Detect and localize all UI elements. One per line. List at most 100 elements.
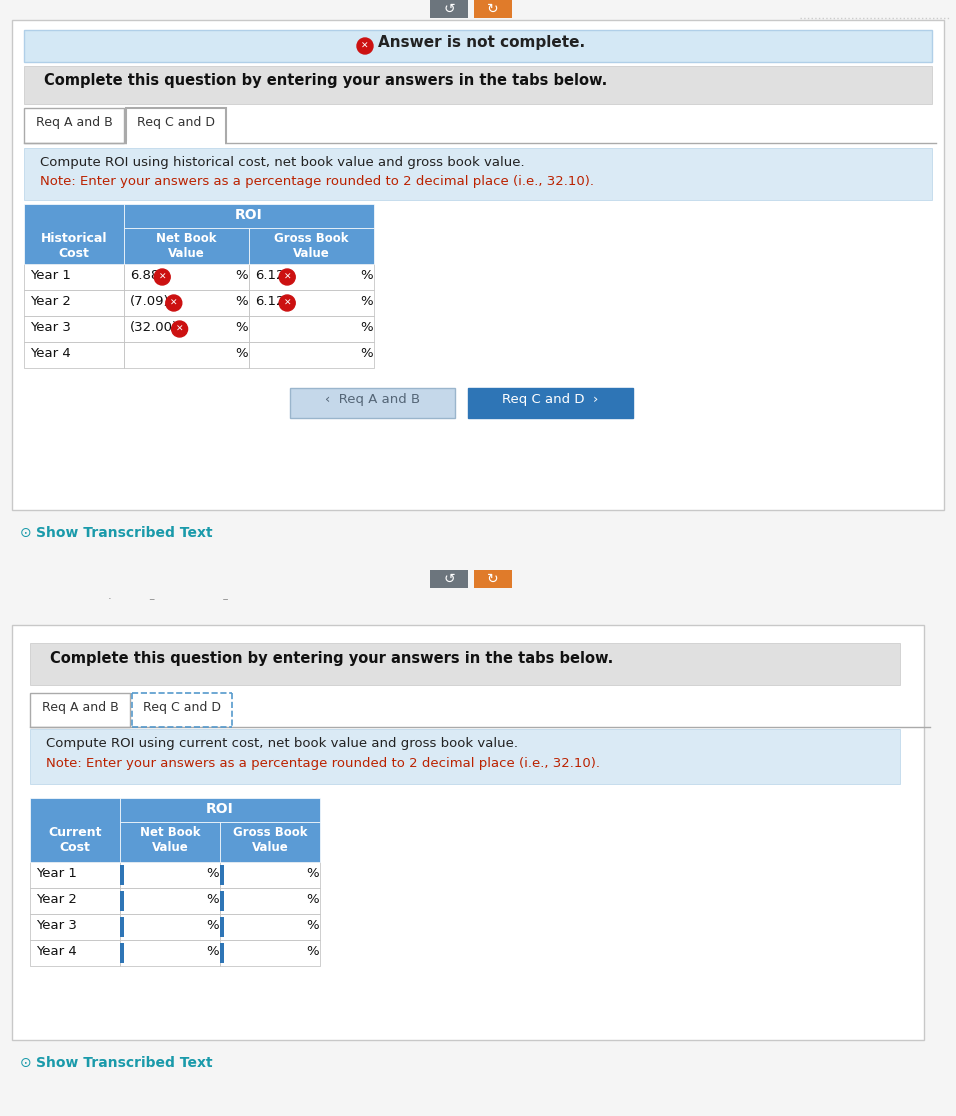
- Text: %: %: [206, 918, 219, 932]
- Bar: [120, 798, 320, 822]
- Bar: [220, 862, 320, 888]
- Text: ✕: ✕: [176, 325, 184, 334]
- Bar: [120, 943, 124, 963]
- Text: %: %: [306, 918, 318, 932]
- Text: ⊙: ⊙: [20, 1056, 32, 1070]
- Bar: [220, 940, 320, 966]
- Text: 6.12: 6.12: [255, 269, 285, 282]
- Bar: [30, 914, 120, 940]
- Bar: [24, 264, 124, 290]
- Text: Complete this question by entering your answers in the tabs below.: Complete this question by entering your …: [50, 651, 613, 666]
- Text: Gross Book
Value: Gross Book Value: [274, 232, 349, 260]
- Bar: [249, 264, 374, 290]
- Text: Note: Enter your answers as a percentage rounded to 2 decimal place (i.e., 32.10: Note: Enter your answers as a percentage…: [46, 757, 600, 770]
- Bar: [220, 914, 320, 940]
- Text: Compute ROI using current cost, net book value and gross book value.: Compute ROI using current cost, net book…: [46, 737, 518, 750]
- Bar: [127, 141, 225, 145]
- Bar: [220, 865, 224, 885]
- Text: (7.09): (7.09): [130, 295, 169, 308]
- Text: Req C and D  ›: Req C and D ›: [502, 393, 598, 406]
- Bar: [124, 316, 249, 341]
- Circle shape: [279, 269, 295, 285]
- Text: 6.12: 6.12: [255, 295, 285, 308]
- Text: Year 3: Year 3: [36, 918, 76, 932]
- Text: Show Transcribed Text: Show Transcribed Text: [36, 1056, 212, 1070]
- Bar: [220, 822, 320, 862]
- Bar: [30, 693, 130, 727]
- Text: %: %: [206, 893, 219, 906]
- Bar: [249, 316, 374, 341]
- Text: ✕: ✕: [283, 272, 291, 281]
- Bar: [120, 862, 220, 888]
- Text: ✕: ✕: [361, 41, 369, 50]
- Bar: [290, 388, 455, 418]
- Text: ↻: ↻: [488, 2, 499, 16]
- Bar: [120, 940, 220, 966]
- Bar: [430, 0, 468, 18]
- Text: ✕: ✕: [283, 298, 291, 308]
- Circle shape: [357, 38, 373, 54]
- Text: Year 4: Year 4: [36, 945, 76, 958]
- Text: %: %: [360, 347, 373, 360]
- Bar: [249, 228, 374, 264]
- Bar: [124, 228, 249, 264]
- Bar: [132, 693, 232, 727]
- Text: 6.88: 6.88: [130, 269, 160, 282]
- Bar: [249, 341, 374, 368]
- Bar: [124, 204, 374, 228]
- Bar: [12, 625, 924, 1040]
- Text: %: %: [360, 269, 373, 282]
- Bar: [24, 108, 124, 143]
- Bar: [249, 290, 374, 316]
- Bar: [24, 66, 932, 104]
- Text: %: %: [235, 321, 248, 334]
- Text: ↻: ↻: [488, 573, 499, 586]
- Text: Year 2: Year 2: [30, 295, 71, 308]
- Bar: [430, 570, 468, 588]
- Text: %: %: [235, 269, 248, 282]
- Circle shape: [279, 295, 295, 311]
- Text: Req A and B: Req A and B: [35, 116, 113, 129]
- Bar: [220, 943, 224, 963]
- Text: ROI: ROI: [235, 208, 263, 222]
- Text: Req A and B: Req A and B: [42, 701, 119, 714]
- Bar: [24, 290, 124, 316]
- Circle shape: [171, 321, 187, 337]
- Bar: [30, 729, 900, 785]
- Bar: [120, 822, 220, 862]
- Bar: [30, 643, 900, 685]
- Bar: [120, 914, 220, 940]
- Circle shape: [154, 269, 170, 285]
- Text: ↺: ↺: [444, 2, 455, 16]
- Text: %: %: [206, 867, 219, 881]
- Bar: [474, 570, 512, 588]
- Text: ✕: ✕: [159, 272, 166, 281]
- Text: %: %: [235, 347, 248, 360]
- Text: Current
Cost: Current Cost: [48, 826, 101, 854]
- Text: Req C and D: Req C and D: [137, 116, 215, 129]
- Text: ↺: ↺: [444, 573, 455, 586]
- Text: %: %: [235, 295, 248, 308]
- Bar: [24, 30, 932, 62]
- Text: Req C and D: Req C and D: [143, 701, 221, 714]
- Bar: [124, 264, 249, 290]
- Bar: [30, 940, 120, 966]
- Text: (32.00): (32.00): [130, 321, 178, 334]
- Text: Show Transcribed Text: Show Transcribed Text: [36, 526, 212, 540]
- Text: ROI: ROI: [206, 802, 234, 816]
- Bar: [30, 798, 120, 862]
- Text: ⊙: ⊙: [20, 526, 32, 540]
- Text: Note: Enter your answers as a percentage rounded to 2 decimal place (i.e., 32.10: Note: Enter your answers as a percentage…: [40, 175, 594, 187]
- Text: Complete this question by entering your answers in the tabs below.: Complete this question by entering your …: [44, 73, 607, 88]
- Text: ·          –                  –: · – –: [108, 593, 228, 606]
- Text: Historical
Cost: Historical Cost: [41, 232, 107, 260]
- Text: Net Book
Value: Net Book Value: [156, 232, 217, 260]
- Bar: [474, 0, 512, 18]
- Text: Gross Book
Value: Gross Book Value: [232, 826, 307, 854]
- Text: ✕: ✕: [170, 298, 178, 308]
- Text: ‹  Req A and B: ‹ Req A and B: [325, 393, 420, 406]
- Bar: [124, 290, 249, 316]
- Bar: [220, 891, 224, 911]
- Bar: [30, 888, 120, 914]
- Text: %: %: [360, 321, 373, 334]
